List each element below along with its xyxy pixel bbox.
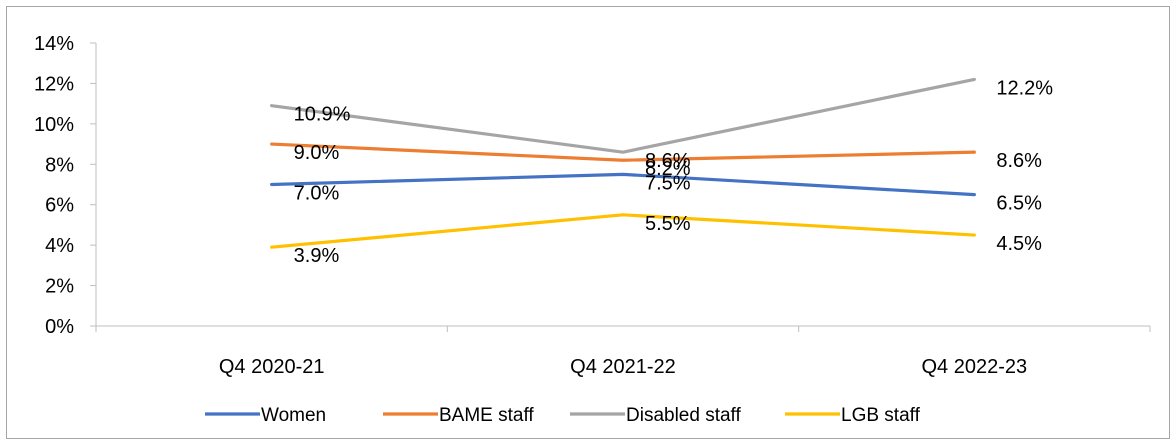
y-tick-label: 6% (45, 195, 74, 217)
y-tick-label: 4% (45, 235, 74, 257)
x-axis: Q4 2020-21 Q4 2021-22 Q4 2022-23 (95, 325, 1151, 378)
legend-label: Disabled staff (626, 405, 741, 426)
y-tick-label: 10% (34, 114, 74, 136)
y-tick-label: 14% (34, 33, 74, 55)
y-tick-label: 2% (45, 276, 74, 298)
series-lines (270, 77, 976, 249)
data-label: 3.9% (294, 245, 340, 267)
data-label: 7.0% (294, 183, 340, 205)
series-line-lgb-staff (270, 213, 976, 249)
data-label: 10.9% (294, 104, 351, 126)
x-tick-label: Q4 2020-21 (219, 356, 325, 378)
series-line-bame-staff (270, 142, 976, 162)
legend-label: BAME staff (439, 405, 534, 426)
legend-label: LGB staff (841, 405, 921, 426)
data-label: 7.5% (645, 172, 691, 194)
data-label: 6.5% (996, 193, 1042, 215)
x-tick-label: Q4 2022-23 (922, 356, 1028, 378)
legend: Women BAME staff Disabled staff LGB staff (205, 405, 921, 426)
data-labels: 7.0% 7.5%6.5%9.0%8.2% 8.6%10.9%8.6%12.2%3.… (294, 77, 1054, 267)
y-tick-label: 8% (45, 154, 74, 176)
data-label: 8.6% (645, 150, 691, 172)
x-tick-label: Q4 2021-22 (570, 356, 676, 378)
chart-frame (6, 6, 1170, 439)
data-label: 8.2% (645, 158, 691, 180)
series-line-disabled-staff (270, 77, 976, 154)
data-label: 5.5% (645, 213, 691, 235)
y-axis: 0% 2% 4% 6% 8% 10% 12% 14% (34, 33, 97, 338)
data-label: 12.2% (996, 77, 1053, 99)
series-line-women (270, 172, 976, 197)
data-label: 8.6% (996, 150, 1042, 172)
y-tick-label: 0% (45, 316, 74, 338)
y-tick-label: 12% (34, 73, 74, 95)
data-label: 4.5% (996, 233, 1042, 255)
data-label: 9.0% (294, 142, 340, 164)
legend-label: Women (261, 405, 326, 426)
